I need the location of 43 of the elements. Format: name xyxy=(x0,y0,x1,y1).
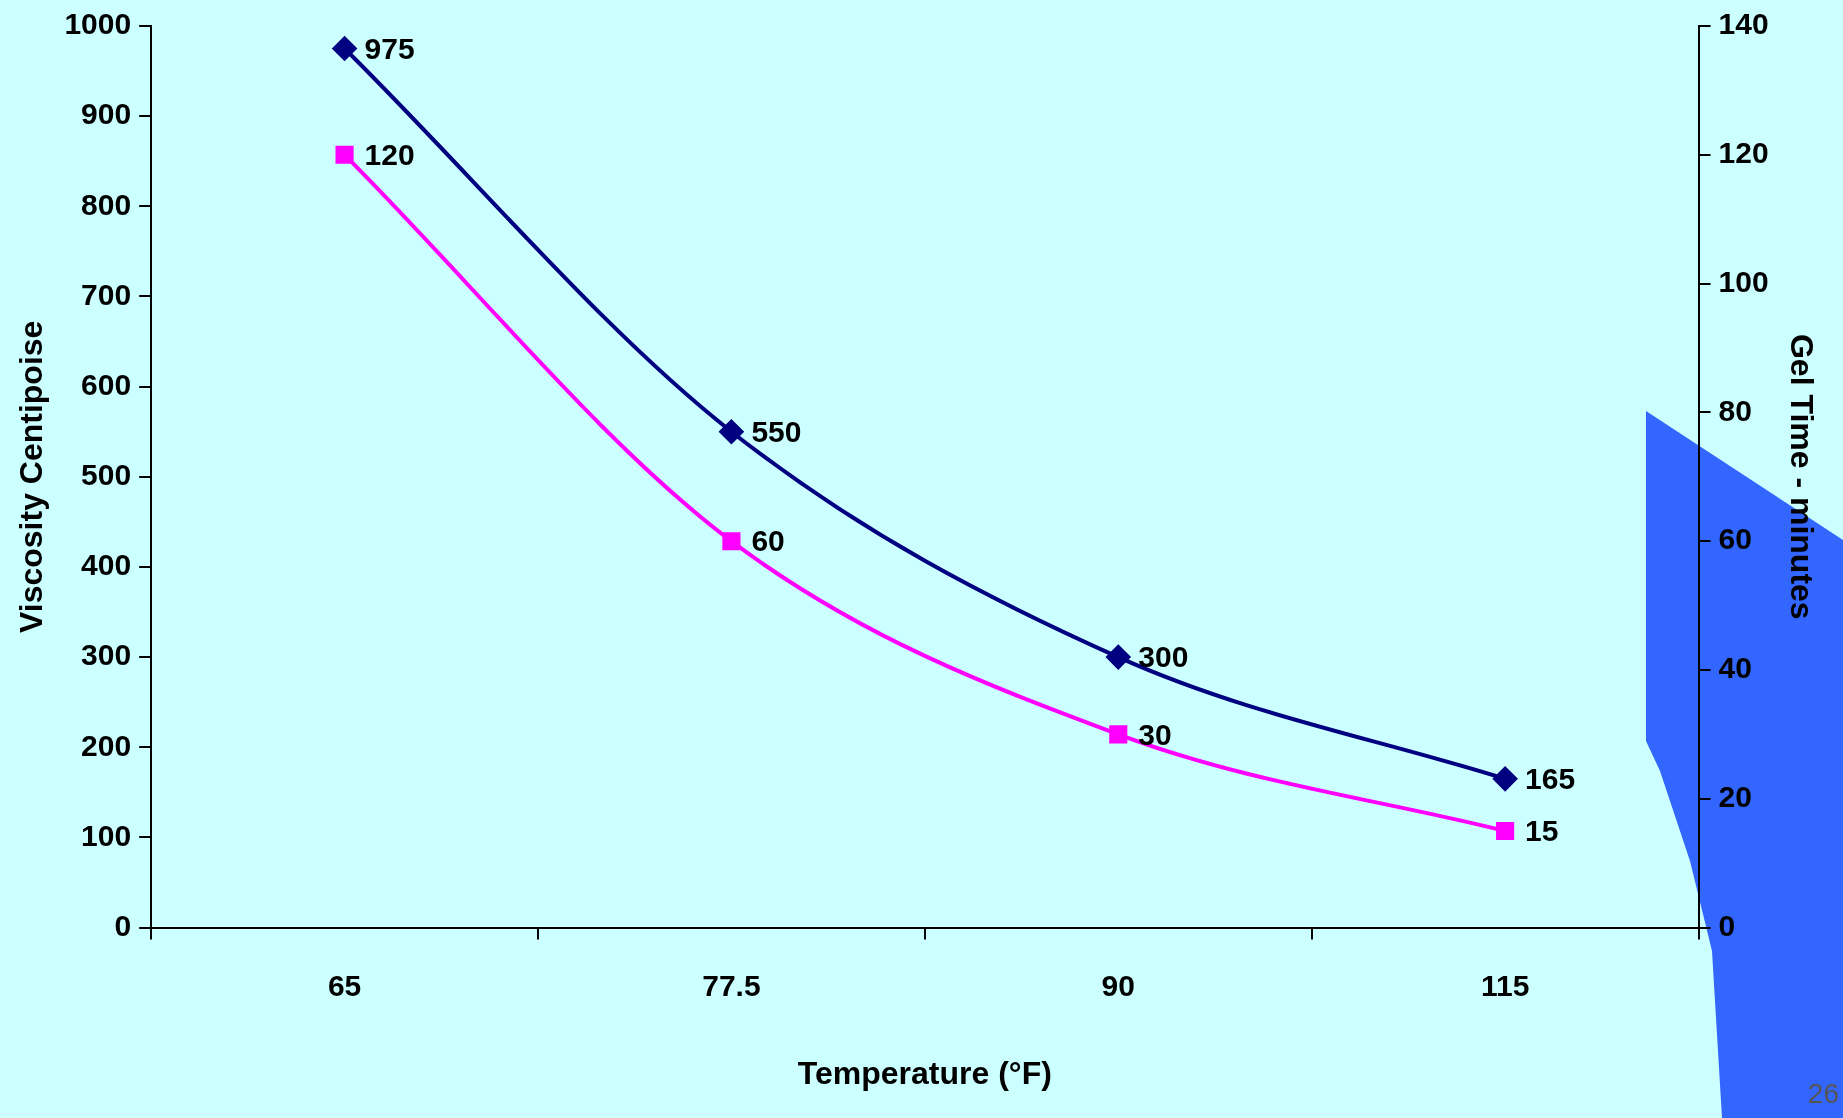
y-tick-label: 400 xyxy=(81,548,132,582)
x-tick-label: 65 xyxy=(327,968,362,1002)
data-label: 30 xyxy=(1138,717,1172,751)
data-label: 550 xyxy=(751,414,802,448)
y-tick-label: 1000 xyxy=(64,7,132,41)
y-tick-label: 700 xyxy=(81,277,132,311)
y2-tick-label: 100 xyxy=(1718,264,1769,298)
data-label: 300 xyxy=(1138,640,1189,674)
y-tick-label: 300 xyxy=(81,638,132,672)
data-label: 975 xyxy=(364,31,415,65)
point xyxy=(1106,645,1131,670)
data-label: 60 xyxy=(751,524,785,558)
point xyxy=(335,145,354,164)
x-tick-label: 115 xyxy=(1480,968,1530,1002)
y-tick-label: 200 xyxy=(81,728,132,762)
point xyxy=(1109,725,1128,744)
y2-axis-title: Gel Time - minutes xyxy=(1783,333,1820,620)
x-tick-label: 90 xyxy=(1101,968,1135,1002)
y2-tick-label: 60 xyxy=(1718,522,1752,556)
point xyxy=(332,36,357,61)
x-tick-label: 77.5 xyxy=(702,968,761,1002)
y2-tick-label: 20 xyxy=(1718,780,1752,814)
point xyxy=(722,532,741,551)
point xyxy=(1493,766,1518,791)
y2-tick-label: 0 xyxy=(1718,908,1736,942)
y-tick-label: 500 xyxy=(81,458,132,492)
data-label: 15 xyxy=(1525,814,1559,848)
y-axis-title: Viscosity Centipoise xyxy=(13,320,50,633)
y2-tick-label: 120 xyxy=(1718,136,1769,170)
x-axis-title: Temperature (°F) xyxy=(797,1054,1052,1091)
point xyxy=(719,419,744,444)
y-tick-label: 0 xyxy=(114,908,132,942)
y-tick-label: 900 xyxy=(81,97,132,131)
y-tick-label: 800 xyxy=(81,187,132,221)
data-label: 165 xyxy=(1525,762,1576,796)
y2-tick-label: 40 xyxy=(1718,651,1752,685)
point xyxy=(1496,821,1515,841)
text: 26 xyxy=(1807,1078,1839,1110)
y2-tick-label: 140 xyxy=(1718,7,1769,41)
y2-tick-label: 80 xyxy=(1718,393,1752,427)
data-label: 120 xyxy=(364,138,415,172)
y-tick-label: 600 xyxy=(81,367,132,401)
y-tick-label: 100 xyxy=(81,818,132,852)
